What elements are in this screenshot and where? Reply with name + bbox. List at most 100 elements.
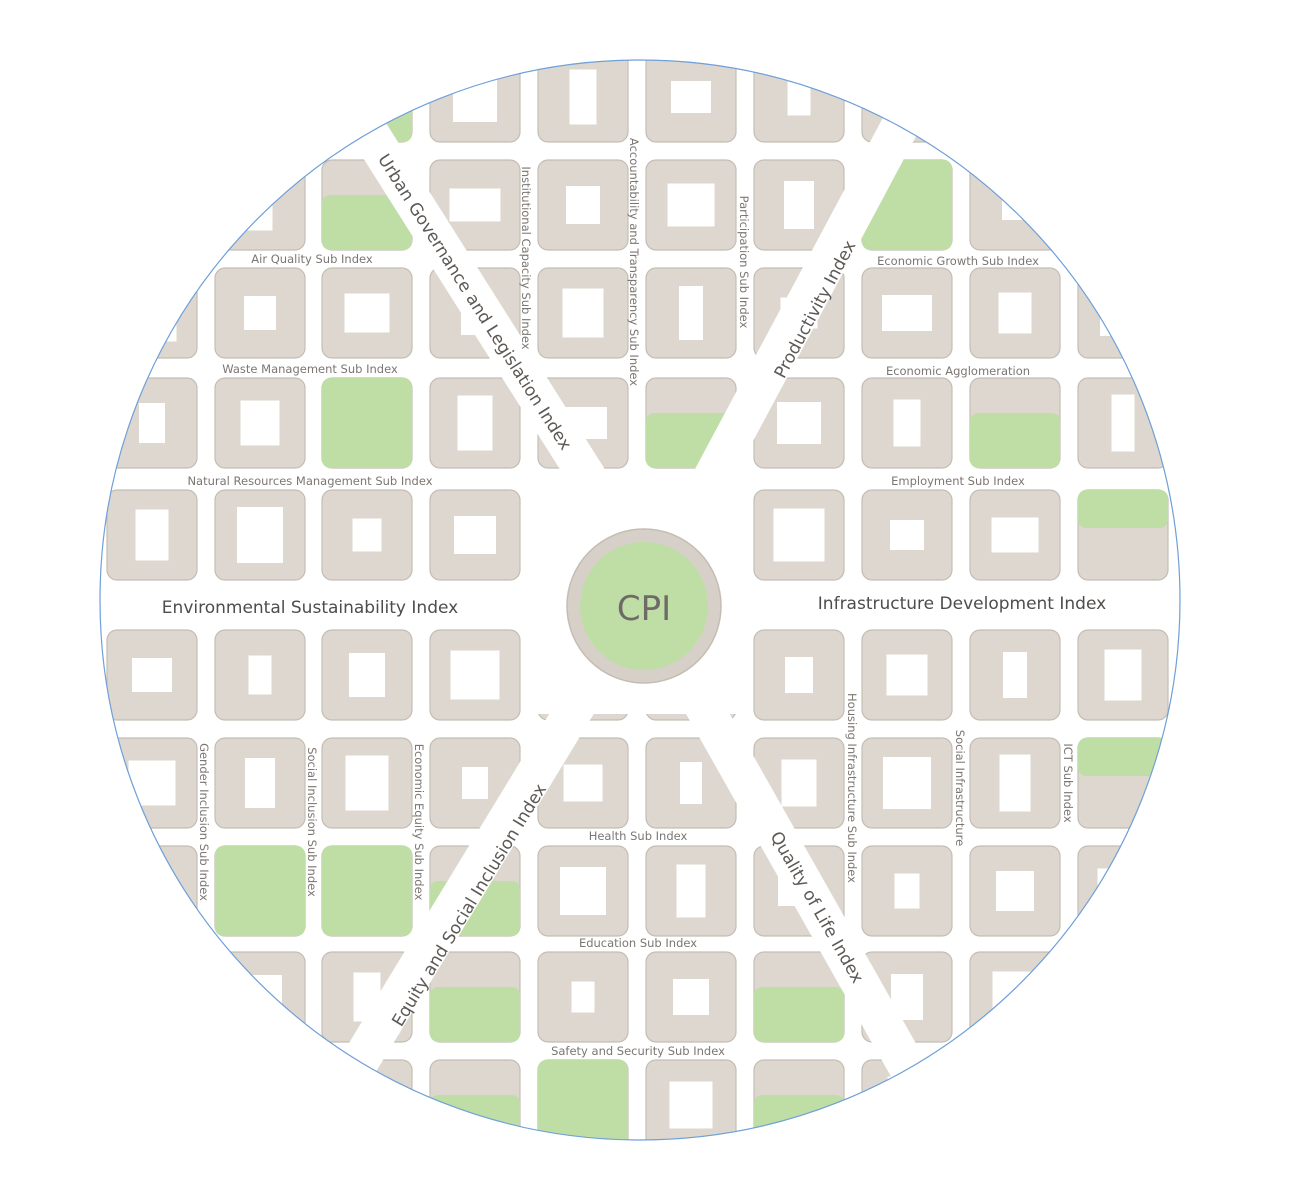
building-footprint [562, 288, 604, 338]
city-block [0, 52, 90, 142]
city-block [0, 160, 90, 250]
education-label: Education Sub Index [579, 936, 697, 950]
building-footprint [345, 755, 389, 811]
city-block [0, 490, 90, 580]
building-footprint [680, 762, 702, 804]
city-block [0, 630, 90, 720]
park-area [322, 195, 412, 250]
building-footprint [127, 284, 177, 342]
building-footprint [882, 295, 932, 331]
city-block [1186, 1060, 1276, 1150]
city-block [0, 952, 90, 1042]
building-footprint [349, 653, 385, 697]
waste-management-label: Waste Management Sub Index [222, 362, 398, 376]
building-footprint [1002, 190, 1028, 220]
building-footprint [352, 518, 382, 552]
building-footprint [33, 1083, 58, 1128]
park-area [1078, 490, 1168, 528]
park-area [322, 378, 412, 468]
building-footprint [889, 76, 925, 118]
city-block [214, 1059, 306, 1140]
city-block [214, 951, 306, 1043]
city-block [1186, 846, 1276, 936]
city-block [1186, 738, 1276, 828]
avenue-productivity [683, 61, 947, 509]
building-footprint [449, 188, 501, 222]
city-block [106, 267, 198, 359]
building-footprint [787, 78, 811, 116]
building-footprint [1214, 866, 1248, 916]
city-block [1186, 160, 1276, 250]
building-footprint [1104, 649, 1142, 701]
health-label: Health Sub Index [589, 829, 688, 843]
building-footprint [894, 873, 920, 909]
gender-inclusion-label: Gender Inclusion Sub Index [197, 743, 211, 901]
city-block [1186, 490, 1276, 580]
building-footprint [890, 520, 924, 550]
building-footprint [237, 507, 283, 563]
city-block [969, 60, 1061, 143]
city-block [1186, 378, 1276, 468]
park-area [215, 846, 305, 936]
building-footprint [883, 757, 931, 809]
cpi-label: CPI [617, 589, 671, 629]
building-footprint [457, 395, 493, 451]
building-footprint [236, 77, 284, 117]
park-area [970, 413, 1060, 468]
building-footprint [132, 658, 172, 692]
city-block [1077, 845, 1169, 937]
building-footprint [344, 293, 390, 333]
building-footprint [135, 509, 169, 561]
building-footprint [781, 759, 817, 807]
park-area [970, 1095, 1060, 1140]
map-circle-outline [99, 59, 1181, 1141]
cpi-center: CPI [566, 528, 722, 684]
participation-label: Participation Sub Index [737, 196, 751, 329]
building-footprint [139, 403, 165, 443]
social-inclusion-label: Social Inclusion Sub Index [305, 747, 319, 897]
city-block [1077, 267, 1169, 359]
city-block [1186, 952, 1276, 1042]
city-block [969, 951, 1061, 1043]
building-footprint [991, 517, 1039, 553]
building-footprint [667, 183, 715, 227]
city-block [1186, 268, 1276, 358]
building-footprint [560, 867, 606, 915]
park-area [322, 846, 412, 936]
building-footprint [20, 512, 70, 558]
building-footprint [992, 971, 1038, 1023]
building-footprint [131, 182, 173, 228]
city-block [321, 1059, 413, 1140]
building-footprint [566, 186, 600, 224]
building-footprint [1210, 513, 1253, 558]
building-footprint [247, 179, 273, 231]
building-footprint [1211, 981, 1252, 1014]
building-footprint [998, 292, 1032, 334]
building-footprint [893, 399, 921, 447]
city-block [0, 738, 90, 828]
building-footprint [1003, 652, 1027, 698]
employment-label: Employment Sub Index [891, 474, 1025, 488]
city-block [1186, 52, 1276, 142]
city-block [1077, 60, 1169, 143]
building-footprint [1218, 764, 1245, 803]
building-footprint [453, 72, 497, 122]
city-block [969, 1059, 1061, 1140]
city-block [214, 60, 306, 143]
building-footprint [571, 981, 595, 1013]
building-footprint [1111, 394, 1135, 452]
economic-equity-label: Economic Equity Sub Index [412, 744, 426, 901]
building-footprint [1105, 1085, 1141, 1125]
city-block [1077, 1059, 1169, 1140]
building-footprint [673, 979, 709, 1015]
building-footprint [1209, 69, 1254, 126]
city-block [0, 268, 90, 358]
building-footprint [25, 866, 66, 917]
city-block [969, 159, 1061, 251]
ict-label: ICT Sub Index [1061, 743, 1075, 822]
building-footprint [676, 864, 706, 918]
park-area [538, 1060, 628, 1140]
city-block [861, 1059, 953, 1140]
building-footprint [569, 69, 597, 125]
